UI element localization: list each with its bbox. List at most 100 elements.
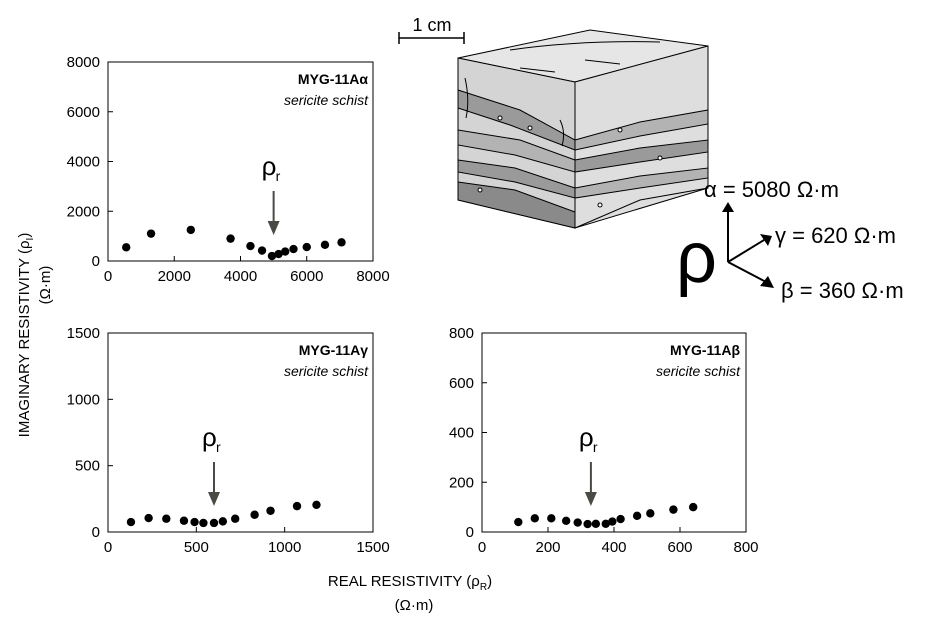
x-axis-title: REAL RESISTIVITY (ρR): [328, 573, 492, 593]
alpha-arrow-head: [722, 202, 734, 212]
beta-axis-arrow: [727, 261, 767, 283]
x-tick-label-alpha: 6000: [290, 268, 323, 285]
data-point-gamma: [144, 513, 153, 523]
panel-subtitle-gamma: sericite schist: [284, 363, 369, 379]
grain: [597, 202, 603, 208]
scale-bar-label: 1 cm: [412, 15, 451, 35]
anisotropy-diagram: ρ α = 5080 Ω·m γ = 620 Ω·m β = 360 Ω·m: [676, 177, 904, 303]
panel-subtitle-beta: sericite schist: [656, 363, 741, 379]
anisotropy-rho-symbol: ρ: [676, 218, 717, 298]
rho-r-marker-beta: ρ r: [579, 422, 598, 506]
data-point-beta: [632, 511, 642, 521]
data-point-alpha: [186, 225, 196, 235]
data-point-gamma: [266, 506, 275, 515]
data-point-gamma: [190, 517, 199, 527]
front-base-band: [457, 181, 576, 229]
x-tick-label-beta: 0: [478, 539, 486, 556]
data-point-beta: [583, 519, 592, 529]
points-alpha: [122, 225, 346, 261]
data-point-gamma: [199, 518, 208, 528]
panel-title-gamma: MYG-11Aγ: [299, 342, 368, 358]
rho-r-label-gamma: ρ: [202, 422, 217, 452]
rho-r-marker-gamma: ρ r: [202, 422, 221, 506]
x-tick-label-alpha: 4000: [224, 268, 257, 285]
x-axis-unit: (Ω·m): [395, 597, 434, 614]
beta-arrow-head: [760, 276, 774, 288]
grain: [527, 125, 533, 131]
right-base-edge: [574, 187, 709, 229]
y-tick-label-gamma: 1500: [67, 325, 100, 342]
x-axis-title-text: REAL RESISTIVITY (ρ: [328, 573, 480, 590]
data-point-beta: [608, 517, 617, 526]
gamma-direction-label: γ = 620 Ω·m: [775, 223, 896, 248]
y-tick-label-beta: 800: [449, 325, 474, 342]
data-point-gamma: [179, 516, 189, 525]
data-point-alpha: [274, 249, 283, 259]
data-point-alpha: [122, 243, 131, 252]
svg-text:IMAGINARY RESISTIVITY (ρI): IMAGINARY RESISTIVITY (ρI): [16, 233, 36, 438]
data-point-alpha: [320, 240, 330, 250]
data-point-beta: [573, 518, 582, 527]
y-tick-label-beta: 600: [449, 375, 474, 392]
data-point-alpha: [146, 229, 156, 238]
rho-r-sub-gamma: r: [216, 439, 221, 455]
ticks-beta: 0 200 400 600 800 0 200 400 600 800: [449, 325, 759, 556]
y-tick-label-gamma: 500: [75, 458, 100, 475]
rho-r-label-beta: ρ: [579, 422, 594, 452]
grain: [477, 187, 483, 193]
data-point-beta: [591, 519, 601, 528]
grain: [657, 155, 663, 161]
rho-r-marker-alpha: ρ r: [262, 151, 281, 235]
y-tick-label-alpha: 0: [92, 253, 100, 270]
data-point-alpha: [226, 234, 235, 243]
x-tick-label-alpha: 2000: [158, 268, 191, 285]
rho-r-label-alpha: ρ: [262, 151, 277, 181]
data-point-beta: [601, 519, 610, 528]
y-tick-label-beta: 200: [449, 474, 474, 491]
y-tick-label-beta: 400: [449, 425, 474, 442]
gamma-arrow-head: [760, 234, 772, 246]
y-axis-title-sub: I: [25, 238, 36, 241]
y-tick-label-alpha: 6000: [67, 104, 100, 121]
data-point-alpha: [302, 242, 311, 252]
data-point-alpha: [267, 251, 277, 261]
right-band-3: [574, 167, 709, 199]
grain: [617, 127, 623, 133]
x-tick-label-gamma: 0: [104, 539, 112, 556]
alpha-direction-label: α = 5080 Ω·m: [704, 177, 839, 202]
data-point-gamma: [312, 500, 321, 510]
plot-frame-gamma: [107, 332, 374, 533]
rho-r-sub-beta: r: [593, 439, 598, 455]
x-tick-label-gamma: 1500: [356, 539, 389, 556]
y-tick-label-alpha: 2000: [67, 203, 100, 220]
y-axis-unit-text: (Ω·m): [37, 266, 54, 305]
x-tick-label-gamma: 1000: [268, 539, 301, 556]
gamma-axis-arrow: [727, 239, 765, 263]
y-tick-label-gamma: 1000: [67, 391, 100, 408]
x-tick-label-beta: 200: [535, 539, 560, 556]
x-tick-label-alpha: 8000: [356, 268, 389, 285]
data-point-beta: [689, 502, 698, 512]
data-point-gamma: [250, 510, 259, 519]
data-point-beta: [530, 514, 539, 523]
data-point-beta: [646, 509, 655, 518]
points-gamma: [126, 500, 321, 528]
y-axis-title: IMAGINARY RESISTIVITY (ρI): [16, 233, 36, 438]
panel-subtitle-alpha: sericite schist: [284, 92, 369, 108]
beta-direction-label: β = 360 Ω·m: [781, 278, 904, 303]
right-band-2: [574, 139, 709, 173]
y-axis-title-end: ): [16, 233, 33, 238]
data-point-gamma: [209, 518, 219, 528]
x-tick-label-beta: 400: [601, 539, 626, 556]
y-axis-title-text: IMAGINARY RESISTIVITY (ρ: [16, 240, 33, 437]
panel-title-beta: MYG-11Aβ: [670, 342, 740, 358]
y-axis-unit: (Ω·m): [37, 266, 54, 305]
y-tick-label-alpha: 8000: [67, 54, 100, 71]
data-point-beta: [561, 516, 571, 526]
top-face-streak-1: [509, 41, 661, 51]
data-point-beta: [616, 514, 625, 524]
data-point-gamma: [218, 517, 228, 526]
x-axis-title-end: ): [487, 573, 492, 590]
